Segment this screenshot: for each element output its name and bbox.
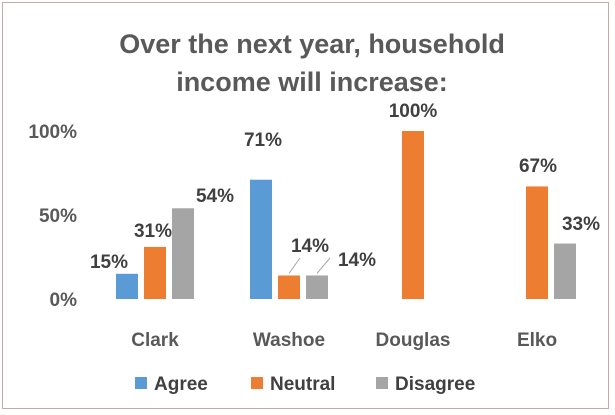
bar-neutral-elko [526, 186, 548, 299]
x-tick-label-elko: Elko [517, 330, 557, 351]
y-tick-label: 0% [50, 290, 78, 311]
x-axis: Clark Washoe Douglas Elko [131, 330, 557, 351]
chart-title: Over the next year, household income wil… [119, 29, 505, 97]
leader-lines [288, 257, 331, 274]
data-label-agree-washoe: 71% [244, 130, 282, 151]
data-labels-group: 15% 71% 31% 14% 100% 67% 54% 14% 33% [90, 101, 600, 273]
chart-title-line-1: Over the next year, household [119, 29, 505, 59]
legend-label-agree: Agree [154, 374, 208, 395]
y-axis: 0% 50% 100% [28, 122, 77, 311]
bar-agree-washoe [250, 179, 272, 299]
y-tick-label: 100% [28, 122, 77, 143]
data-label-disagree-clark: 54% [196, 186, 234, 207]
y-tick-label: 50% [39, 206, 77, 227]
chart-title-line-2: income will increase: [176, 67, 448, 97]
chart-frame [2, 2, 609, 409]
bar-agree-clark [116, 273, 138, 299]
x-tick-label-clark: Clark [131, 330, 179, 351]
leader-line [316, 257, 331, 274]
legend-label-neutral: Neutral [270, 374, 335, 395]
bar-disagree-clark [172, 208, 194, 299]
bar-neutral-washoe [278, 275, 300, 299]
data-label-disagree-elko: 33% [562, 214, 600, 235]
data-label-neutral-clark: 31% [134, 221, 172, 242]
x-tick-label-douglas: Douglas [376, 330, 451, 351]
data-label-agree-clark: 15% [90, 252, 128, 273]
legend-swatch-neutral [251, 377, 263, 389]
bar-disagree-elko [554, 243, 576, 299]
data-label-neutral-elko: 67% [519, 156, 557, 177]
bar-disagree-washoe [306, 275, 328, 299]
bar-neutral-douglas [402, 131, 424, 299]
data-label-neutral-douglas: 100% [389, 101, 438, 122]
legend: Agree Neutral Disagree [135, 374, 475, 395]
legend-label-disagree: Disagree [395, 374, 475, 395]
legend-swatch-disagree [376, 377, 388, 389]
legend-swatch-agree [135, 377, 147, 389]
leader-line [288, 257, 301, 274]
data-label-disagree-washoe: 14% [338, 250, 376, 271]
bars-group [116, 131, 576, 299]
bar-neutral-clark [144, 246, 166, 299]
x-tick-label-washoe: Washoe [253, 330, 325, 351]
data-label-neutral-washoe: 14% [291, 236, 329, 257]
